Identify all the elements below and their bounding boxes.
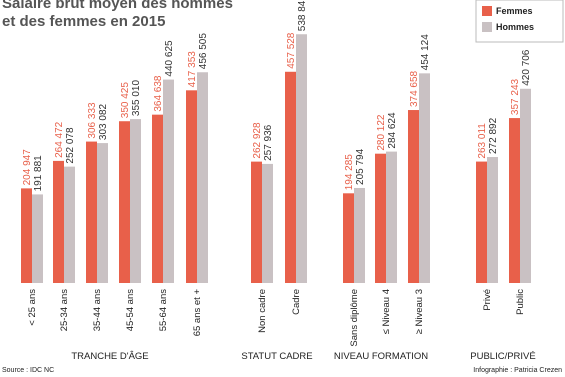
value-label: 262 928 [252,122,263,159]
value-label: 263 011 [477,123,488,159]
x-tick-label: Privé [482,289,493,311]
bar [86,141,97,283]
value-label: 364 638 [153,75,164,112]
bar [386,151,397,283]
value-label: 257 936 [263,124,274,161]
value-label: 440 625 [164,40,175,77]
bar [64,166,75,283]
value-label: 306 333 [87,102,98,139]
value-label: 417 353 [187,51,198,88]
x-tick-label: < 25 ans [27,289,38,326]
bar [487,157,498,283]
bar [408,110,419,283]
chart-title: Salaire brut moyen des hommes [2,0,233,12]
bar [509,118,520,283]
bar [163,79,174,283]
legend-label: Hommes [496,22,534,32]
bar [152,114,163,284]
bar [262,163,273,283]
value-label: 454 124 [420,34,431,71]
bar [32,194,43,283]
x-tick-label: ≤ Niveau 4 [381,289,392,334]
value-label: 357 243 [510,78,521,115]
bar [251,161,262,283]
value-label: 457 528 [286,32,297,69]
x-tick-label: 65 ans et + [192,289,203,337]
x-tick-label: Non cadre [257,289,268,333]
value-label: 191 881 [33,155,44,192]
value-label: 264 472 [54,121,65,158]
bar [186,90,197,284]
value-label: 303 082 [98,103,109,140]
bar [419,73,430,283]
value-label: 280 122 [376,114,387,151]
value-label: 272 892 [488,117,499,154]
x-tick-label: 35-44 ans [92,289,103,332]
value-label: 374 658 [409,70,420,107]
value-label: 204 947 [22,149,33,186]
legend-swatch [482,22,492,32]
value-label: 420 706 [521,49,532,86]
legend-swatch [482,6,492,16]
bar [375,153,386,283]
group-label: NIVEAU FORMATION [334,351,428,362]
bar [520,88,531,283]
bar [285,71,296,284]
bar [119,121,130,283]
x-tick-label: Public [515,289,526,315]
x-tick-label: 45-54 ans [125,289,136,332]
bar [343,193,354,283]
value-label: 456 505 [198,33,209,70]
x-tick-label: ≥ Niveau 3 [414,289,425,334]
bar [354,187,365,283]
bar [21,188,32,283]
chart-title: et des femmes en 2015 [2,13,165,30]
group-label: STATUT CADRE [241,351,312,362]
x-tick-label: Sans diplôme [349,289,360,347]
value-label: 350 425 [120,82,131,119]
value-label: 205 794 [355,148,366,185]
value-label: 252 078 [65,127,76,164]
value-label: 284 624 [387,112,398,149]
bar [296,34,307,283]
x-tick-label: 25-34 ans [59,289,70,332]
bar [130,119,141,283]
value-label: 355 010 [131,80,142,117]
group-label: TRANCHE D'ÂGE [71,351,148,362]
credit: Infographie : Patricia Crezen [473,367,562,374]
bar [476,161,487,283]
bar [197,72,208,283]
bar [53,160,64,283]
bar [97,143,108,283]
group-label: PUBLIC/PRIVÉ [470,351,535,362]
x-tick-label: 55-64 ans [158,289,169,332]
source: Source : IDC NC [2,367,54,374]
x-tick-label: Cadre [291,289,302,315]
legend-label: Femmes [496,6,533,16]
value-label: 538 84 [297,0,308,31]
value-label: 194 285 [344,154,355,191]
